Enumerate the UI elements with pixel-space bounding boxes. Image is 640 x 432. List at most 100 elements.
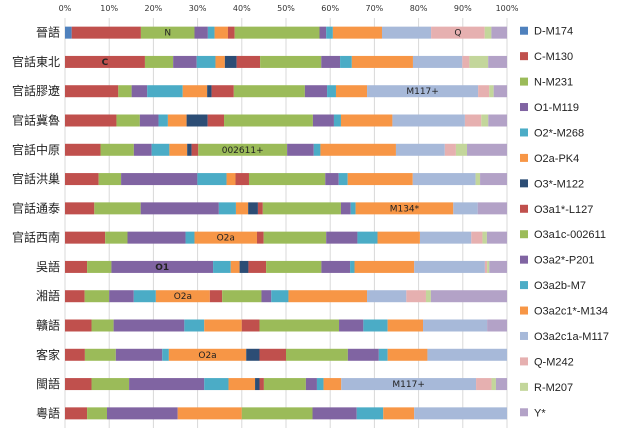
bar-segment [155, 290, 210, 303]
bar-segment [316, 378, 324, 391]
bar-segment [65, 378, 92, 391]
bar-segment [71, 26, 141, 39]
bar-segment [378, 348, 388, 361]
legend-swatch [520, 128, 528, 137]
bar-segment [214, 26, 228, 39]
bar-segment [224, 55, 237, 68]
bar-segment [233, 85, 305, 98]
bar-segment [453, 202, 478, 215]
x-tick-label: 60% [321, 4, 339, 13]
bar-segment [489, 85, 494, 98]
bar-segment [228, 378, 256, 391]
bar-segment [84, 348, 116, 361]
bar-segment [257, 202, 263, 215]
segment-annotation: O2a [217, 234, 235, 244]
x-tick-label: 30% [189, 4, 207, 13]
legend-swatch [520, 306, 528, 315]
bar-segment [260, 55, 322, 68]
bar-segment [493, 85, 507, 98]
legend-label: O3a2c1a-M117 [534, 331, 609, 343]
legend-swatch [520, 52, 528, 61]
bar-segment [65, 202, 95, 215]
bar-segment [235, 173, 249, 186]
bar-segment [168, 348, 247, 361]
legend-swatch [520, 26, 528, 35]
bar-segment [241, 319, 260, 332]
bar-segment [204, 319, 242, 332]
bar-segment [478, 85, 490, 98]
bar-segment [341, 378, 477, 391]
bar-segment [197, 173, 227, 186]
category-label: 官話洪巢 [12, 171, 60, 186]
bar-segment [194, 26, 208, 39]
legend-label: O2a-PK4 [534, 153, 579, 165]
category-label: 官話西南 [12, 230, 60, 245]
bar-segment [491, 378, 496, 391]
bar-segment [105, 231, 128, 244]
legend-label: O3a2b-M7 [534, 280, 586, 292]
bar-segment [187, 143, 192, 156]
bar-segment [412, 55, 463, 68]
bar-segment [482, 231, 487, 244]
segment-annotation: M134* [390, 204, 420, 214]
bar-segment [194, 231, 257, 244]
bar-segment [477, 202, 507, 215]
bar-segment [489, 260, 507, 273]
bar-segment [65, 231, 106, 244]
category-label: 官話東北 [12, 54, 60, 69]
bar-segment [140, 202, 219, 215]
bar-segment [173, 55, 197, 68]
segment-annotation: O1 [155, 263, 169, 273]
bar-segment [305, 378, 317, 391]
bar-segment [480, 173, 507, 186]
bar-segment [129, 378, 205, 391]
bar-segment [304, 85, 328, 98]
legend-label: O1-M119 [534, 102, 579, 114]
bar-segment [144, 55, 174, 68]
bar-segment [116, 114, 140, 127]
bar-segment [476, 378, 492, 391]
bar-segment [211, 85, 234, 98]
category-label: 官話中原 [12, 142, 60, 157]
bar-segment [147, 85, 183, 98]
bar-segment [91, 378, 130, 391]
bar-segment [312, 114, 334, 127]
bar-segment [487, 260, 490, 273]
bar-segment [332, 26, 382, 39]
bar-segment [327, 85, 336, 98]
category-label: 吳語 [36, 259, 60, 274]
bar-segment [347, 173, 413, 186]
bar-segment [321, 260, 351, 273]
bar-segment [158, 114, 168, 127]
bar-segment [227, 26, 235, 39]
bar-segment [325, 173, 339, 186]
bar-segment [427, 348, 507, 361]
bar-segment [65, 55, 145, 68]
bar-segment [196, 55, 216, 68]
bar-segment [464, 114, 482, 127]
bar-segment [230, 260, 240, 273]
legend-swatch [520, 77, 528, 86]
bar-segment [444, 143, 456, 156]
category-label: 官話膠遼 [12, 83, 60, 98]
legend-swatch [520, 230, 528, 239]
bar-segment [486, 231, 507, 244]
x-tick-label: 40% [233, 4, 251, 13]
bar-segment [414, 260, 485, 273]
legend-label: O2*-M268 [534, 127, 584, 139]
category-label: 晉語 [36, 25, 60, 40]
bar-segment [239, 260, 249, 273]
bar-segment [392, 114, 465, 127]
bar-segment [218, 202, 236, 215]
bar-segment [98, 173, 122, 186]
bar-segment [118, 85, 132, 98]
bar-segment [455, 143, 468, 156]
bar-segment [363, 319, 388, 332]
bar-segment [207, 85, 212, 98]
legend-swatch [520, 382, 528, 391]
bar-segment [467, 143, 507, 156]
bar-segment [338, 173, 348, 186]
legend-label: R-M207 [534, 382, 573, 394]
bar-segment [377, 231, 420, 244]
bar-segment [320, 143, 396, 156]
